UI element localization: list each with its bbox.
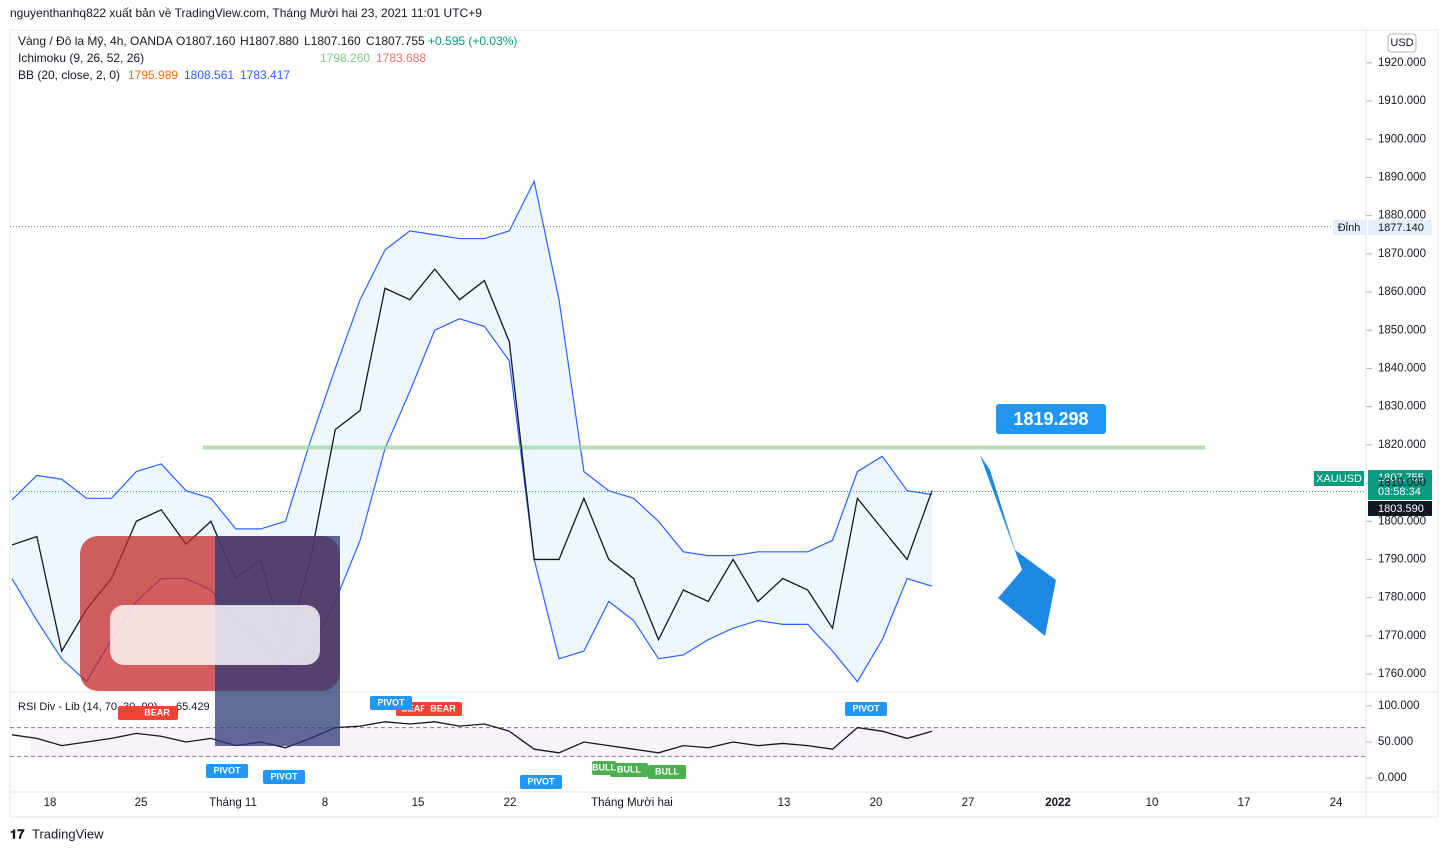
time-label: 13: [778, 797, 791, 809]
signal: PIVOT: [527, 776, 555, 786]
signal: BEAR: [401, 703, 427, 713]
ticker-tag: [1314, 471, 1364, 486]
logo-cut: [110, 605, 320, 665]
currency-box[interactable]: [1387, 33, 1417, 53]
time-label: 17: [1238, 797, 1251, 809]
time-label: 2022: [1045, 797, 1071, 809]
close: C1807.755: [366, 34, 425, 48]
target-line: [203, 445, 1205, 450]
y-tick-label: 1810.000: [1378, 477, 1426, 489]
time-label: 20: [870, 797, 883, 809]
last-price: 1807.755: [1378, 472, 1424, 484]
low: L1807.160: [304, 34, 361, 48]
y-tick-label: 1910.000: [1378, 95, 1426, 107]
target-box: [996, 404, 1106, 434]
bb-upper: [11, 179, 933, 557]
signal: BULL: [655, 766, 679, 776]
signal: PIVOT: [377, 697, 405, 707]
ichimoku-b: 1783.688: [376, 51, 426, 65]
signal-box: [424, 702, 462, 716]
target-label: 1819.298: [1013, 409, 1088, 429]
signal: PIVOT: [213, 765, 241, 775]
time-label: 22: [504, 797, 517, 809]
frame: [9, 29, 1439, 818]
bid-box: [1368, 501, 1432, 516]
time-label: 27: [962, 797, 975, 809]
countdown: 03:58:34: [1378, 486, 1421, 498]
bid: 1803.590: [1378, 503, 1424, 515]
last-price-box: [1368, 470, 1432, 500]
time-label: 15: [412, 797, 425, 809]
y-tick-label: 1830.000: [1378, 401, 1426, 413]
signal-box: [520, 775, 562, 789]
signal: BEAR: [144, 707, 170, 717]
legend: Vàng / Đô la Mỹ, 4h, OANDA O1807.160 H18…: [18, 34, 517, 82]
y-tick-label: 1920.000: [1378, 57, 1426, 69]
signals: PIVOT BEAR PIVOT PIVOT BEAR BEAR PIVOT P…: [118, 696, 887, 789]
ichimoku: Ichimoku (9, 26, 52, 26): [18, 51, 144, 65]
signal-box: [370, 696, 412, 710]
time-label: Tháng 11: [209, 797, 257, 809]
time-label: 24: [1330, 797, 1343, 809]
y-tick-label: 1760.000: [1378, 668, 1426, 680]
signal: BEAR: [430, 703, 456, 713]
y-tick-label: 0.000: [1378, 772, 1407, 784]
bb: BB (20, close, 2, 0): [18, 68, 120, 82]
y-tick-label: 1820.000: [1378, 439, 1426, 451]
signal: BULL: [592, 762, 616, 772]
signal-box: [118, 706, 178, 720]
signal-box: [206, 764, 248, 778]
footer-logo: 𝟏𝟕: [10, 826, 25, 841]
y-tick-label: 1900.000: [1378, 133, 1426, 145]
y-tick-label: 1800.000: [1378, 515, 1426, 527]
change: +0.595 (+0.03%): [428, 34, 517, 48]
peak-value: 1877.140: [1378, 222, 1424, 234]
currency[interactable]: USD: [1390, 37, 1413, 49]
rsi-value: 65.429: [176, 701, 210, 713]
time-label: 10: [1146, 797, 1159, 809]
signal-box: [648, 765, 686, 779]
down-arrow: [980, 455, 1056, 636]
y-tick-label: 1840.000: [1378, 362, 1426, 374]
footer: TradingView: [32, 826, 104, 841]
peak-tag: [1333, 220, 1366, 235]
ticker: XAUUSD: [1316, 473, 1362, 485]
y-tick-label: 1780.000: [1378, 592, 1426, 604]
signal: PIVOT: [852, 703, 880, 713]
time-label: 25: [135, 797, 148, 809]
y-tick-label: 100.000: [1378, 700, 1420, 712]
published: nguyenthanhq822 xuất bản về TradingView.…: [10, 6, 482, 20]
signal-box: [610, 763, 648, 777]
time-label: Tháng Mười hai: [591, 797, 673, 809]
symbol: Vàng / Đô la Mỹ, 4h, OANDA: [18, 34, 173, 48]
high: H1807.880: [240, 34, 299, 48]
y-tick-label: 1890.000: [1378, 171, 1426, 183]
bb-upper: 1808.561: [184, 68, 234, 82]
time-axis: 18 25 Tháng 11 8 15 22 Tháng Mười hai 13…: [44, 797, 1343, 809]
time-label: 8: [322, 797, 328, 809]
y-tick-label: 1790.000: [1378, 553, 1426, 565]
signal-box: [263, 770, 305, 784]
y-tick-label: 1850.000: [1378, 324, 1426, 336]
price-line: [11, 721, 933, 754]
peak-label: Đỉnh: [1338, 222, 1361, 234]
y-tick-label: 1880.000: [1378, 210, 1426, 222]
price-line: [11, 268, 933, 654]
y-tick-label: 50.000: [1378, 736, 1413, 748]
bb-basis: 1795.989: [128, 68, 178, 82]
open: O1807.160: [176, 34, 236, 48]
y-tick-label: 1770.000: [1378, 630, 1426, 642]
y-tick-label: 1870.000: [1378, 248, 1426, 260]
signal-box: [845, 702, 887, 716]
peak-value-box: [1368, 220, 1432, 235]
time-label: 18: [44, 797, 57, 809]
signal: BULL: [617, 764, 641, 774]
ichimoku-a: 1798.260: [320, 51, 370, 65]
y-tick-label: 1860.000: [1378, 286, 1426, 298]
signal-box: [592, 761, 616, 775]
signal: PIVOT: [270, 771, 298, 781]
bb-lower: 1783.417: [240, 68, 290, 82]
